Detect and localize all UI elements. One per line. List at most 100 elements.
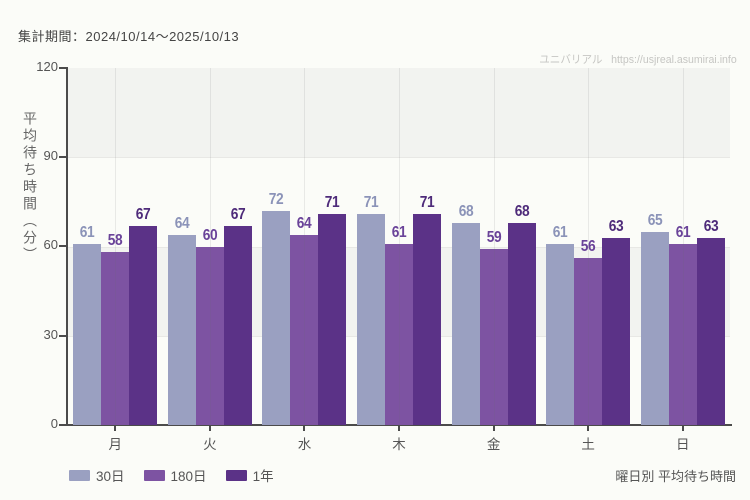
x-tick	[492, 426, 495, 431]
legend-item-30d: 30日	[69, 465, 125, 485]
bar-value-label: 58	[108, 232, 123, 250]
bar-group-木: 71 61 71	[352, 68, 447, 425]
bar-value-label: 72	[269, 190, 284, 208]
bar-value-label: 61	[552, 223, 568, 241]
bar-value-label: 64	[174, 214, 190, 232]
vertical-gridline	[304, 68, 306, 425]
y-tick-label-60: 60	[43, 237, 58, 252]
bar-1年: 67	[223, 206, 252, 425]
bar-value-label: 64	[297, 214, 312, 232]
plot-area: 61 58 67 64 60 67 72 64 71 71 61 71 68 59 68 61 56 63 65 61…	[68, 68, 730, 425]
bar-180日: 58	[101, 232, 130, 425]
x-axis-label-火: 火	[203, 437, 217, 452]
bar-group-土: 61 56 63	[541, 68, 636, 425]
y-tick-label-30: 30	[43, 327, 58, 342]
bar-1年: 63	[696, 218, 725, 425]
x-tick	[681, 426, 684, 431]
bar-value-label: 71	[419, 193, 435, 211]
y-axis-title: 平均待ち時間（分）	[22, 111, 38, 264]
bar-value-label: 56	[580, 238, 596, 256]
bar-30日: 61	[546, 224, 575, 425]
bar-value-label: 71	[363, 193, 379, 211]
x-axis-label-水: 水	[297, 437, 312, 452]
gridline-90	[68, 157, 730, 159]
bar-1年: 71	[318, 194, 347, 425]
bar-value-label: 65	[647, 211, 663, 229]
legend-label-1y: 1年	[252, 469, 274, 484]
bar-value-label: 63	[608, 217, 624, 235]
x-axis-label-月: 月	[108, 437, 123, 452]
bar-180日: 61	[668, 224, 697, 425]
bar-1年: 71	[413, 194, 442, 425]
bar-30日: 61	[73, 224, 102, 425]
x-tick	[208, 426, 211, 431]
watermark-url: https://usjreal.asumirai.info	[611, 54, 737, 66]
bar-value-label: 67	[136, 205, 151, 223]
bar-180日: 56	[574, 238, 603, 425]
legend-label-30d: 30日	[96, 469, 125, 484]
y-tick-label-120: 120	[36, 59, 58, 74]
legend-item-180d: 180日	[143, 465, 207, 485]
y-tick-60	[59, 245, 66, 247]
bar-group-月: 61 58 67	[68, 68, 163, 425]
watermark: ユニバリアル https://usjreal.asumirai.info	[539, 51, 737, 67]
y-tick-30	[59, 335, 66, 337]
bar-groups: 61 58 67 64 60 67 72 64 71 71 61 71 68 59 68 61 56 63 65 61…	[68, 68, 730, 425]
x-tick	[114, 426, 117, 431]
bar-value-label: 59	[486, 229, 501, 247]
bar-30日: 72	[262, 191, 291, 425]
bar-value-label: 61	[675, 223, 691, 241]
vertical-gridline	[682, 68, 684, 425]
x-axis-label-木: 木	[392, 437, 406, 452]
x-tick	[587, 426, 590, 431]
x-axis-label-日: 日	[676, 437, 690, 452]
vertical-gridline	[115, 68, 117, 425]
bar-1年: 63	[602, 218, 631, 425]
bar-30日: 68	[451, 203, 480, 425]
vertical-gridline	[209, 68, 211, 425]
x-axis-labels: 月火水木金土日	[68, 433, 730, 453]
plot-band-90-120	[68, 68, 730, 158]
bar-180日: 59	[479, 229, 508, 425]
bar-group-日: 65 61 63	[635, 68, 730, 425]
y-tick-label-0: 0	[50, 416, 58, 431]
footer-caption: 曜日別 平均待ち時間	[615, 469, 736, 484]
y-axis-line	[66, 67, 68, 426]
bar-value-label: 60	[202, 226, 218, 244]
bar-value-label: 68	[458, 202, 473, 220]
watermark-site-name: ユニバリアル	[539, 54, 603, 66]
x-axis-label-金: 金	[486, 437, 501, 452]
bar-30日: 71	[357, 194, 386, 425]
bar-value-label: 61	[80, 223, 95, 241]
legend-swatch-180d	[143, 469, 165, 481]
y-tick-label-90: 90	[43, 148, 58, 163]
bar-180日: 60	[195, 227, 224, 425]
period-label: 集計期間：2024/10/14～2025/10/13	[18, 29, 240, 44]
bar-group-金: 68 59 68	[446, 68, 541, 425]
bar-value-label: 71	[325, 193, 340, 211]
bar-value-label: 67	[230, 205, 246, 223]
vertical-gridline	[493, 68, 495, 425]
legend-swatch-1y	[225, 469, 247, 481]
vertical-gridline	[399, 68, 400, 425]
bar-value-label: 63	[703, 217, 719, 235]
y-tick-120	[59, 67, 66, 69]
bar-1年: 68	[507, 203, 536, 425]
x-axis-line	[66, 424, 732, 426]
bar-value-label: 61	[391, 223, 407, 241]
y-tick-0	[59, 424, 66, 426]
x-tick	[398, 426, 400, 431]
x-axis-label-土: 土	[581, 437, 595, 452]
legend: 30日 180日 1年	[69, 465, 274, 485]
bar-180日: 61	[385, 224, 414, 425]
vertical-gridline	[588, 68, 590, 425]
legend-swatch-30d	[69, 469, 90, 481]
legend-item-1y: 1年	[225, 465, 274, 485]
bar-group-火: 64 60 67	[163, 68, 258, 425]
legend-label-180d: 180日	[170, 469, 207, 484]
bar-180日: 64	[290, 215, 319, 425]
x-tick	[303, 426, 306, 431]
bar-1年: 67	[129, 206, 158, 425]
bar-30日: 64	[167, 215, 196, 425]
